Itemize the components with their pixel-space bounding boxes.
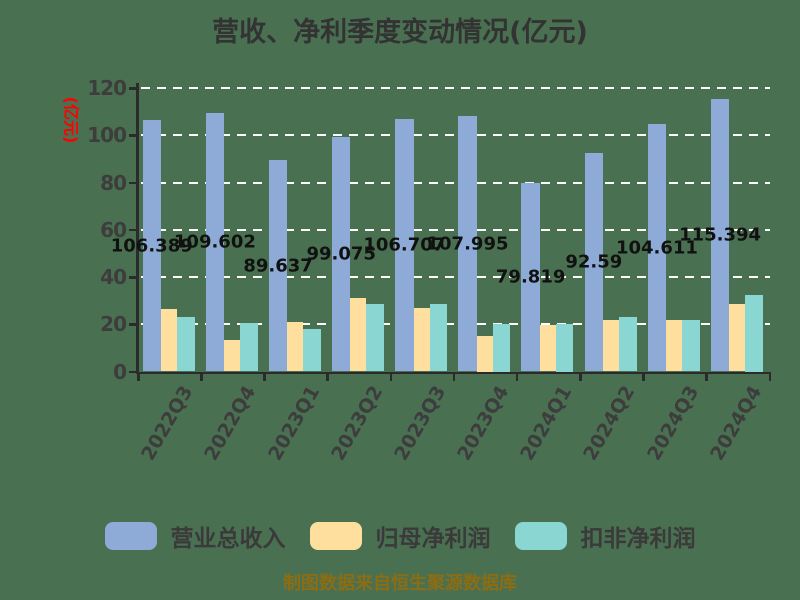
- x-tick-mark: [452, 371, 456, 381]
- bar-归母净利润-2022Q4: [224, 339, 241, 372]
- legend-item-net-profit: 归母净利润: [309, 519, 491, 553]
- bar-营业总收入-2023Q4: [458, 116, 477, 372]
- y-tick-mark: [129, 134, 137, 137]
- x-tick-label-2024Q2: 2024Q2: [579, 382, 640, 465]
- legend-swatch-non-gaap: [514, 522, 567, 550]
- bar-value-label: 104.611: [615, 237, 698, 259]
- bar-扣非净利润-2023Q3: [429, 304, 448, 372]
- y-gridline: [141, 276, 770, 278]
- bar-营业总收入-2023Q2: [331, 137, 351, 372]
- x-tick-label-2023Q1: 2023Q1: [263, 382, 324, 465]
- x-tick-mark: [579, 371, 582, 381]
- bar-扣非净利润-2024Q4: [745, 294, 763, 372]
- bar-归母净利润-2022Q3: [161, 308, 177, 372]
- bar-扣非净利润-2022Q4: [240, 323, 258, 372]
- bar-value-label: 99.075: [306, 243, 376, 265]
- x-tick-mark: [263, 371, 266, 381]
- x-tick-label-2023Q4: 2023Q4: [453, 382, 514, 465]
- bar-归母净利润-2023Q4: [476, 336, 493, 372]
- bar-营业总收入-2024Q4: [710, 98, 730, 372]
- y-gridline: [141, 228, 770, 231]
- y-tick-mark: [129, 228, 137, 232]
- bar-营业总收入-2024Q3: [647, 124, 667, 372]
- bar-value-label: 107.995: [426, 233, 509, 255]
- y-tick-label: 0: [113, 359, 127, 384]
- legend-item-revenue: 营业总收入: [104, 519, 286, 553]
- legend-label-non-gaap: 扣非净利润: [580, 526, 696, 552]
- y-tick-label: 80: [100, 170, 127, 195]
- bar-value-label: 79.819: [495, 266, 566, 288]
- bar-归母净利润-2024Q3: [666, 319, 683, 372]
- bar-归母净利润-2024Q1: [539, 325, 556, 372]
- x-tick-mark: [137, 371, 140, 381]
- x-tick-label-2023Q3: 2023Q3: [390, 382, 451, 465]
- bar-营业总收入-2022Q3: [142, 120, 161, 372]
- y-tick-mark: [129, 370, 137, 373]
- x-tick-label-2022Q4: 2022Q4: [200, 382, 261, 465]
- legend-swatch-net-profit: [309, 522, 362, 550]
- legend-label-net-profit: 归母净利润: [375, 526, 491, 552]
- bar-扣非净利润-2024Q1: [555, 324, 574, 372]
- x-tick-mark: [768, 371, 771, 381]
- y-tick-label: 20: [100, 312, 127, 337]
- y-tick-label: 120: [87, 76, 127, 100]
- x-tick-mark: [642, 371, 645, 381]
- x-tick-label-2022Q3: 2022Q3: [137, 382, 198, 465]
- chart-title: 营收、净利季度变动情况(亿元): [212, 17, 588, 48]
- x-tick-label-2024Q1: 2024Q1: [516, 382, 577, 465]
- y-gridline: [141, 323, 770, 326]
- x-tick-mark: [389, 371, 393, 381]
- x-tick-label-2024Q4: 2024Q4: [705, 382, 766, 465]
- x-tick-label-2024Q3: 2024Q3: [642, 382, 703, 465]
- bar-归母净利润-2024Q2: [603, 319, 620, 372]
- bar-归母净利润-2024Q4: [729, 304, 746, 372]
- bar-value-label: 106.707: [363, 234, 446, 256]
- x-tick-mark: [326, 371, 329, 381]
- bar-扣非净利润-2024Q3: [682, 319, 700, 372]
- legend-item-non-gaap: 扣非净利润: [514, 519, 696, 553]
- bar-归母净利润-2023Q1: [287, 321, 304, 372]
- y-tick-label: 100: [87, 123, 127, 148]
- bar-value-label: 106.389: [110, 235, 193, 257]
- bar-扣非净利润-2023Q4: [492, 324, 511, 372]
- legend-swatch-revenue: [104, 522, 157, 550]
- y-tick-label: 60: [100, 217, 127, 242]
- y-tick-mark: [129, 323, 137, 326]
- y-gridline: [141, 87, 770, 89]
- bar-value-label: 89.637: [243, 255, 313, 277]
- bar-value-label: 92.59: [565, 251, 623, 273]
- bar-营业总收入-2023Q1: [268, 159, 288, 372]
- y-tick-mark: [129, 87, 137, 90]
- bar-营业总收入-2023Q3: [395, 119, 414, 372]
- x-tick-label-2023Q2: 2023Q2: [326, 382, 388, 465]
- y-axis-line: [136, 83, 139, 374]
- y-gridline: [141, 181, 770, 184]
- bar-扣非净利润-2023Q1: [303, 328, 321, 372]
- bar-扣非净利润-2023Q2: [366, 304, 384, 372]
- bar-归母净利润-2023Q2: [350, 298, 367, 372]
- y-tick-mark: [129, 276, 137, 279]
- x-tick-mark: [200, 371, 203, 381]
- y-tick-label: 40: [100, 265, 127, 289]
- bar-营业总收入-2022Q4: [205, 112, 225, 372]
- legend-label-revenue: 营业总收入: [170, 526, 286, 552]
- bar-营业总收入-2024Q2: [584, 152, 604, 372]
- bar-扣非净利润-2022Q3: [177, 317, 195, 372]
- bar-value-label: 115.394: [679, 224, 762, 246]
- x-tick-mark: [705, 371, 708, 381]
- bar-value-label: 109.602: [173, 231, 256, 253]
- legend: 营业总收入 归母净利润 扣非净利润: [0, 519, 800, 553]
- bar-营业总收入-2024Q1: [521, 182, 540, 372]
- y-gridline: [141, 134, 770, 137]
- bar-归母净利润-2023Q3: [413, 307, 430, 372]
- y-tick-mark: [129, 181, 137, 184]
- bar-扣非净利润-2024Q2: [619, 317, 637, 372]
- source-note: 制图数据来自恒生聚源数据库: [283, 573, 517, 594]
- x-tick-mark: [515, 371, 519, 381]
